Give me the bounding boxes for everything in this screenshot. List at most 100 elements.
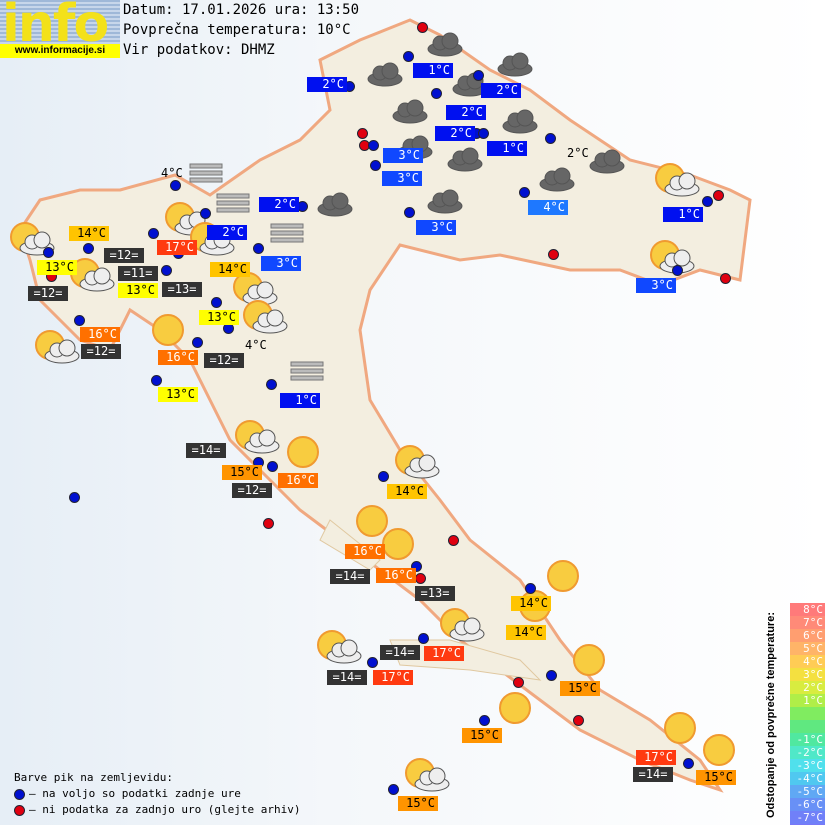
station-dot-current[interactable] <box>200 208 211 219</box>
station-dot-missing[interactable] <box>720 273 731 284</box>
air-temperature-label[interactable]: 14°C <box>69 226 109 241</box>
station-dot-missing[interactable] <box>263 518 274 529</box>
air-temperature-label[interactable]: 14°C <box>511 596 551 611</box>
air-temperature-label[interactable]: 17°C <box>157 240 197 255</box>
station-dot-current[interactable] <box>266 379 277 390</box>
sea-temperature-label[interactable]: =14= <box>633 767 673 782</box>
station-dot-current[interactable] <box>378 471 389 482</box>
station-dot-current[interactable] <box>43 247 54 258</box>
station-dot-missing[interactable] <box>573 715 584 726</box>
air-temperature-label[interactable]: 16°C <box>278 473 318 488</box>
air-temperature-label[interactable]: 15°C <box>398 796 438 811</box>
air-temperature-label[interactable]: 13°C <box>37 260 77 275</box>
station-dot-missing[interactable] <box>448 535 459 546</box>
air-temperature-label[interactable]: 1°C <box>413 63 453 78</box>
station-dot-current[interactable] <box>170 180 181 191</box>
station-dot-current[interactable] <box>83 243 94 254</box>
logo[interactable]: info www.informacije.si <box>0 0 120 58</box>
station-dot-current[interactable] <box>404 207 415 218</box>
air-temperature-label[interactable]: 2°C <box>481 83 521 98</box>
air-temperature-label[interactable]: 1°C <box>663 207 703 222</box>
station-dot-current[interactable] <box>545 133 556 144</box>
air-temperature-label[interactable]: 16°C <box>376 568 416 583</box>
station-dot-current[interactable] <box>253 243 264 254</box>
air-temperature-label[interactable]: 17°C <box>373 670 413 685</box>
sea-temperature-label[interactable]: =12= <box>232 483 272 498</box>
station-dot-current[interactable] <box>403 51 414 62</box>
sea-temperature-label[interactable]: =12= <box>28 286 68 301</box>
air-temperature-label[interactable]: 4°C <box>245 338 267 352</box>
station-dot-current[interactable] <box>478 128 489 139</box>
station-dot-current[interactable] <box>370 160 381 171</box>
station-dot-current[interactable] <box>519 187 530 198</box>
station-dot-current[interactable] <box>672 265 683 276</box>
station-dot-current[interactable] <box>211 297 222 308</box>
air-temperature-label[interactable]: 2°C <box>259 197 299 212</box>
air-temperature-label[interactable]: 16°C <box>80 327 120 342</box>
logo-url[interactable]: www.informacije.si <box>0 44 120 58</box>
station-dot-current[interactable] <box>151 375 162 386</box>
air-temperature-label[interactable]: 13°C <box>118 283 158 298</box>
station-dot-current[interactable] <box>267 461 278 472</box>
station-dot-current[interactable] <box>69 492 80 503</box>
air-temperature-label[interactable]: 15°C <box>222 465 262 480</box>
station-dot-current[interactable] <box>479 715 490 726</box>
station-dot-missing[interactable] <box>415 573 426 584</box>
station-dot-current[interactable] <box>148 228 159 239</box>
air-temperature-label[interactable]: 2°C <box>567 146 589 160</box>
air-temperature-label[interactable]: 3°C <box>636 278 676 293</box>
station-dot-current[interactable] <box>161 265 172 276</box>
station-dot-current[interactable] <box>74 315 85 326</box>
air-temperature-label[interactable]: 13°C <box>199 310 239 325</box>
air-temperature-label[interactable]: 13°C <box>158 387 198 402</box>
air-temperature-label[interactable]: 17°C <box>636 750 676 765</box>
station-dot-current[interactable] <box>525 583 536 594</box>
air-temperature-label[interactable]: 15°C <box>696 770 736 785</box>
air-temperature-label[interactable]: 15°C <box>462 728 502 743</box>
sea-temperature-label[interactable]: =12= <box>104 248 144 263</box>
air-temperature-label[interactable]: 3°C <box>382 171 422 186</box>
air-temperature-label[interactable]: 2°C <box>207 225 247 240</box>
station-dot-current[interactable] <box>431 88 442 99</box>
air-temperature-label[interactable]: 2°C <box>435 126 475 141</box>
air-temperature-label[interactable]: 16°C <box>345 544 385 559</box>
air-temperature-label[interactable]: 14°C <box>506 625 546 640</box>
air-temperature-label[interactable]: 14°C <box>387 484 427 499</box>
air-temperature-label[interactable]: 1°C <box>280 393 320 408</box>
air-temperature-label[interactable]: 3°C <box>383 148 423 163</box>
station-dot-current[interactable] <box>368 140 379 151</box>
air-temperature-label[interactable]: 17°C <box>424 646 464 661</box>
air-temperature-label[interactable]: 2°C <box>307 77 347 92</box>
air-temperature-label[interactable]: 2°C <box>446 105 486 120</box>
station-dot-missing[interactable] <box>417 22 428 33</box>
sea-temperature-label[interactable]: =14= <box>330 569 370 584</box>
station-dot-current[interactable] <box>411 561 422 572</box>
air-temperature-label[interactable]: 4°C <box>161 166 183 180</box>
sea-temperature-label[interactable]: =11= <box>118 266 158 281</box>
station-dot-missing[interactable] <box>713 190 724 201</box>
air-temperature-label[interactable]: 3°C <box>416 220 456 235</box>
station-dot-current[interactable] <box>192 337 203 348</box>
station-dot-missing[interactable] <box>357 128 368 139</box>
air-temperature-label[interactable]: 14°C <box>210 262 250 277</box>
station-dot-current[interactable] <box>473 70 484 81</box>
station-dot-current[interactable] <box>418 633 429 644</box>
sea-temperature-label[interactable]: =13= <box>415 586 455 601</box>
air-temperature-label[interactable]: 16°C <box>158 350 198 365</box>
sea-temperature-label[interactable]: =14= <box>380 645 420 660</box>
station-dot-current[interactable] <box>702 196 713 207</box>
station-dot-missing[interactable] <box>548 249 559 260</box>
air-temperature-label[interactable]: 1°C <box>487 141 527 156</box>
station-dot-missing[interactable] <box>513 677 524 688</box>
station-dot-current[interactable] <box>683 758 694 769</box>
station-dot-current[interactable] <box>388 784 399 795</box>
sea-temperature-label[interactable]: =13= <box>162 282 202 297</box>
air-temperature-label[interactable]: 4°C <box>528 200 568 215</box>
station-dot-current[interactable] <box>546 670 557 681</box>
sea-temperature-label[interactable]: =12= <box>81 344 121 359</box>
station-dot-current[interactable] <box>367 657 378 668</box>
sea-temperature-label[interactable]: =14= <box>186 443 226 458</box>
air-temperature-label[interactable]: 3°C <box>261 256 301 271</box>
sea-temperature-label[interactable]: =14= <box>327 670 367 685</box>
air-temperature-label[interactable]: 15°C <box>560 681 600 696</box>
